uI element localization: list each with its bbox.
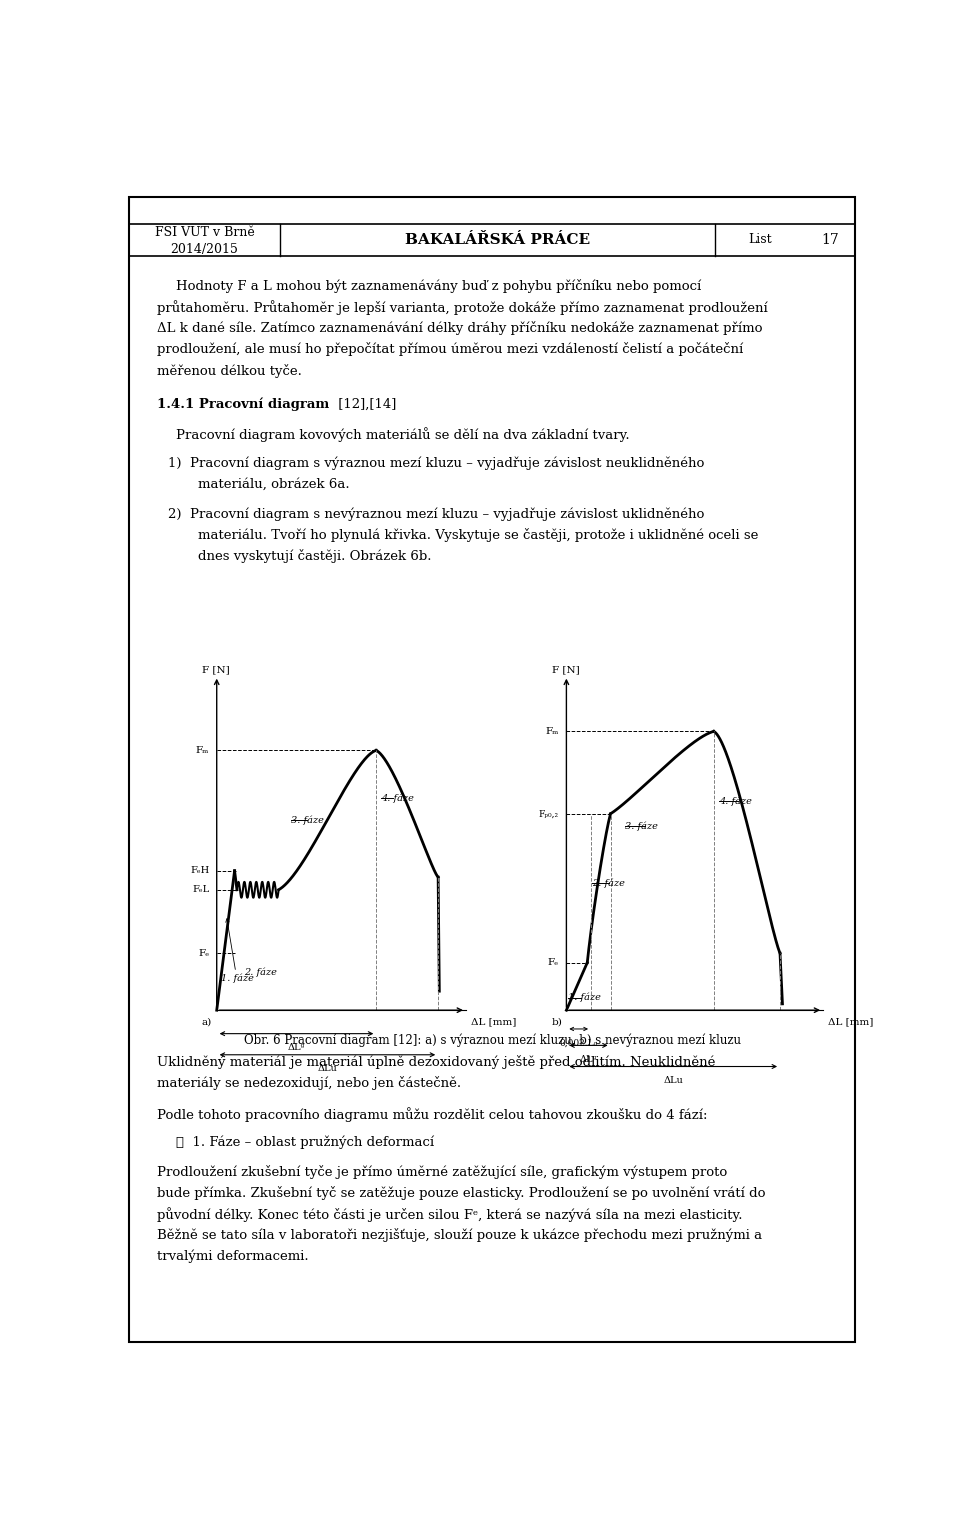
Text: Fₑ: Fₑ — [198, 948, 209, 957]
Text: 3. fáze: 3. fáze — [625, 821, 659, 831]
Text: 1.4.1 Pracovní diagram: 1.4.1 Pracovní diagram — [157, 398, 329, 411]
Text: FSI VUT v Brně: FSI VUT v Brně — [155, 226, 254, 239]
Text: Fₚ₀,₂: Fₚ₀,₂ — [539, 809, 559, 818]
Text: původní délky. Konec této části je určen silou Fᵉ, která se nazývá síla na mezi : původní délky. Konec této části je určen… — [157, 1207, 743, 1222]
Text: 2014/2015: 2014/2015 — [171, 242, 238, 256]
Text: Pracovní diagram kovových materiálů se dělí na dva základní tvary.: Pracovní diagram kovových materiálů se d… — [176, 427, 630, 442]
Text: FₑL: FₑL — [192, 885, 209, 895]
Text: prodloužení, ale musí ho přepočítat přímou úměrou mezi vzdáleností čelistí a poč: prodloužení, ale musí ho přepočítat přím… — [157, 343, 743, 357]
Text: 1. fáze: 1. fáze — [222, 974, 254, 983]
Text: ΔL [mm]: ΔL [mm] — [828, 1018, 874, 1027]
Text: ΔL k dané síle. Zatímco zaznamenávání délky dráhy příčníku nedokáže zaznamenat p: ΔL k dané síle. Zatímco zaznamenávání dé… — [157, 322, 762, 335]
Text: 4. fáze: 4. fáze — [719, 797, 752, 806]
Text: 3. fáze: 3. fáze — [291, 815, 324, 824]
Text: měřenou délkou tyče.: měřenou délkou tyče. — [157, 364, 302, 378]
Text: Fₑ: Fₑ — [548, 959, 559, 968]
Text: 17: 17 — [822, 233, 839, 247]
Text: průtahoměru. Průtahoměr je lepší varianta, protože dokáže přímo zaznamenat prodl: průtahoměru. Průtahoměr je lepší variant… — [157, 300, 768, 315]
Text: bude přímka. Zkušební tyč se zatěžuje pouze elasticky. Prodloužení se po uvolněn: bude přímka. Zkušební tyč se zatěžuje po… — [157, 1186, 766, 1199]
Text: Prodloužení zkušební tyče je přímo úměrné zatěžující síle, grafickým výstupem pr: Prodloužení zkušební tyče je přímo úměrn… — [157, 1164, 728, 1178]
Text: 2)  Pracovní diagram s nevýraznou mezí kluzu – vyjadřuje závislost uklidněného: 2) Pracovní diagram s nevýraznou mezí kl… — [168, 507, 705, 521]
Text: materiálu. Tvoří ho plynulá křivka. Vyskytuje se častěji, protože i uklidněné oc: materiálu. Tvoří ho plynulá křivka. Vysk… — [198, 529, 758, 543]
Text: 1)  Pracovní diagram s výraznou mezí kluzu – vyjadřuje závislost neuklidněného: 1) Pracovní diagram s výraznou mezí kluz… — [168, 457, 705, 469]
Text: Hodnoty F a L mohou být zaznamenávány buď z pohybu příčníku nebo pomocí: Hodnoty F a L mohou být zaznamenávány bu… — [176, 279, 701, 293]
Text: BAKALÁŘSKÁ PRÁCE: BAKALÁŘSKÁ PRÁCE — [405, 233, 590, 247]
Text: Uklidněný materiál je materiál úplně dezoxidovaný ještě před odlitím. Neuklidněn: Uklidněný materiál je materiál úplně dez… — [157, 1055, 715, 1068]
Text: F [N]: F [N] — [551, 666, 579, 675]
FancyBboxPatch shape — [129, 197, 855, 1343]
Text: ΔLᵍ: ΔLᵍ — [580, 1055, 597, 1064]
Text: ΔLu: ΔLu — [663, 1076, 684, 1085]
Text: F [N]: F [N] — [202, 666, 229, 675]
Text: dnes vyskytují častěji. Obrázek 6b.: dnes vyskytují častěji. Obrázek 6b. — [198, 550, 432, 564]
Text: ΔL [mm]: ΔL [mm] — [471, 1018, 516, 1027]
Text: ΔLᵍ: ΔLᵍ — [288, 1042, 305, 1052]
Text: Fₘ: Fₘ — [545, 727, 559, 736]
Text: Běžně se tato síla v laboratoři nezjišťuje, slouží pouze k ukázce přechodu mezi : Běžně se tato síla v laboratoři nezjišťu… — [157, 1228, 762, 1242]
Text: Podle tohoto pracovního diagramu můžu rozdělit celou tahovou zkoušku do 4 fází:: Podle tohoto pracovního diagramu můžu ro… — [157, 1108, 708, 1123]
Text: ΔLu: ΔLu — [318, 1064, 337, 1073]
Text: 2. fáze: 2. fáze — [592, 879, 625, 888]
Text: 4. fáze: 4. fáze — [381, 792, 414, 803]
Text: a): a) — [202, 1018, 212, 1027]
Text: FₑH: FₑH — [190, 866, 209, 875]
Text: [12],[14]: [12],[14] — [334, 398, 396, 410]
Text: 0,002.L₀: 0,002.L₀ — [560, 1038, 598, 1047]
Text: Fₘ: Fₘ — [196, 745, 209, 754]
Text: trvalými deformacemi.: trvalými deformacemi. — [157, 1250, 309, 1262]
Text: materiálu, obrázek 6a.: materiálu, obrázek 6a. — [198, 477, 349, 491]
Text: ➤  1. Fáze – oblast pružných deformací: ➤ 1. Fáze – oblast pružných deformací — [176, 1135, 434, 1149]
Text: List: List — [748, 233, 772, 247]
Text: Obr. 6 Pracovní diagram [12]: a) s výraznou mezí kluzu, b) s nevýraznou mezí klu: Obr. 6 Pracovní diagram [12]: a) s výraz… — [244, 1033, 740, 1047]
Text: 2. fáze: 2. fáze — [244, 968, 277, 977]
Text: 1. fáze: 1. fáze — [567, 992, 601, 1003]
Text: materiály se nedezoxidují, nebo jen částečně.: materiály se nedezoxidují, nebo jen část… — [157, 1076, 462, 1090]
Text: b): b) — [551, 1018, 563, 1027]
